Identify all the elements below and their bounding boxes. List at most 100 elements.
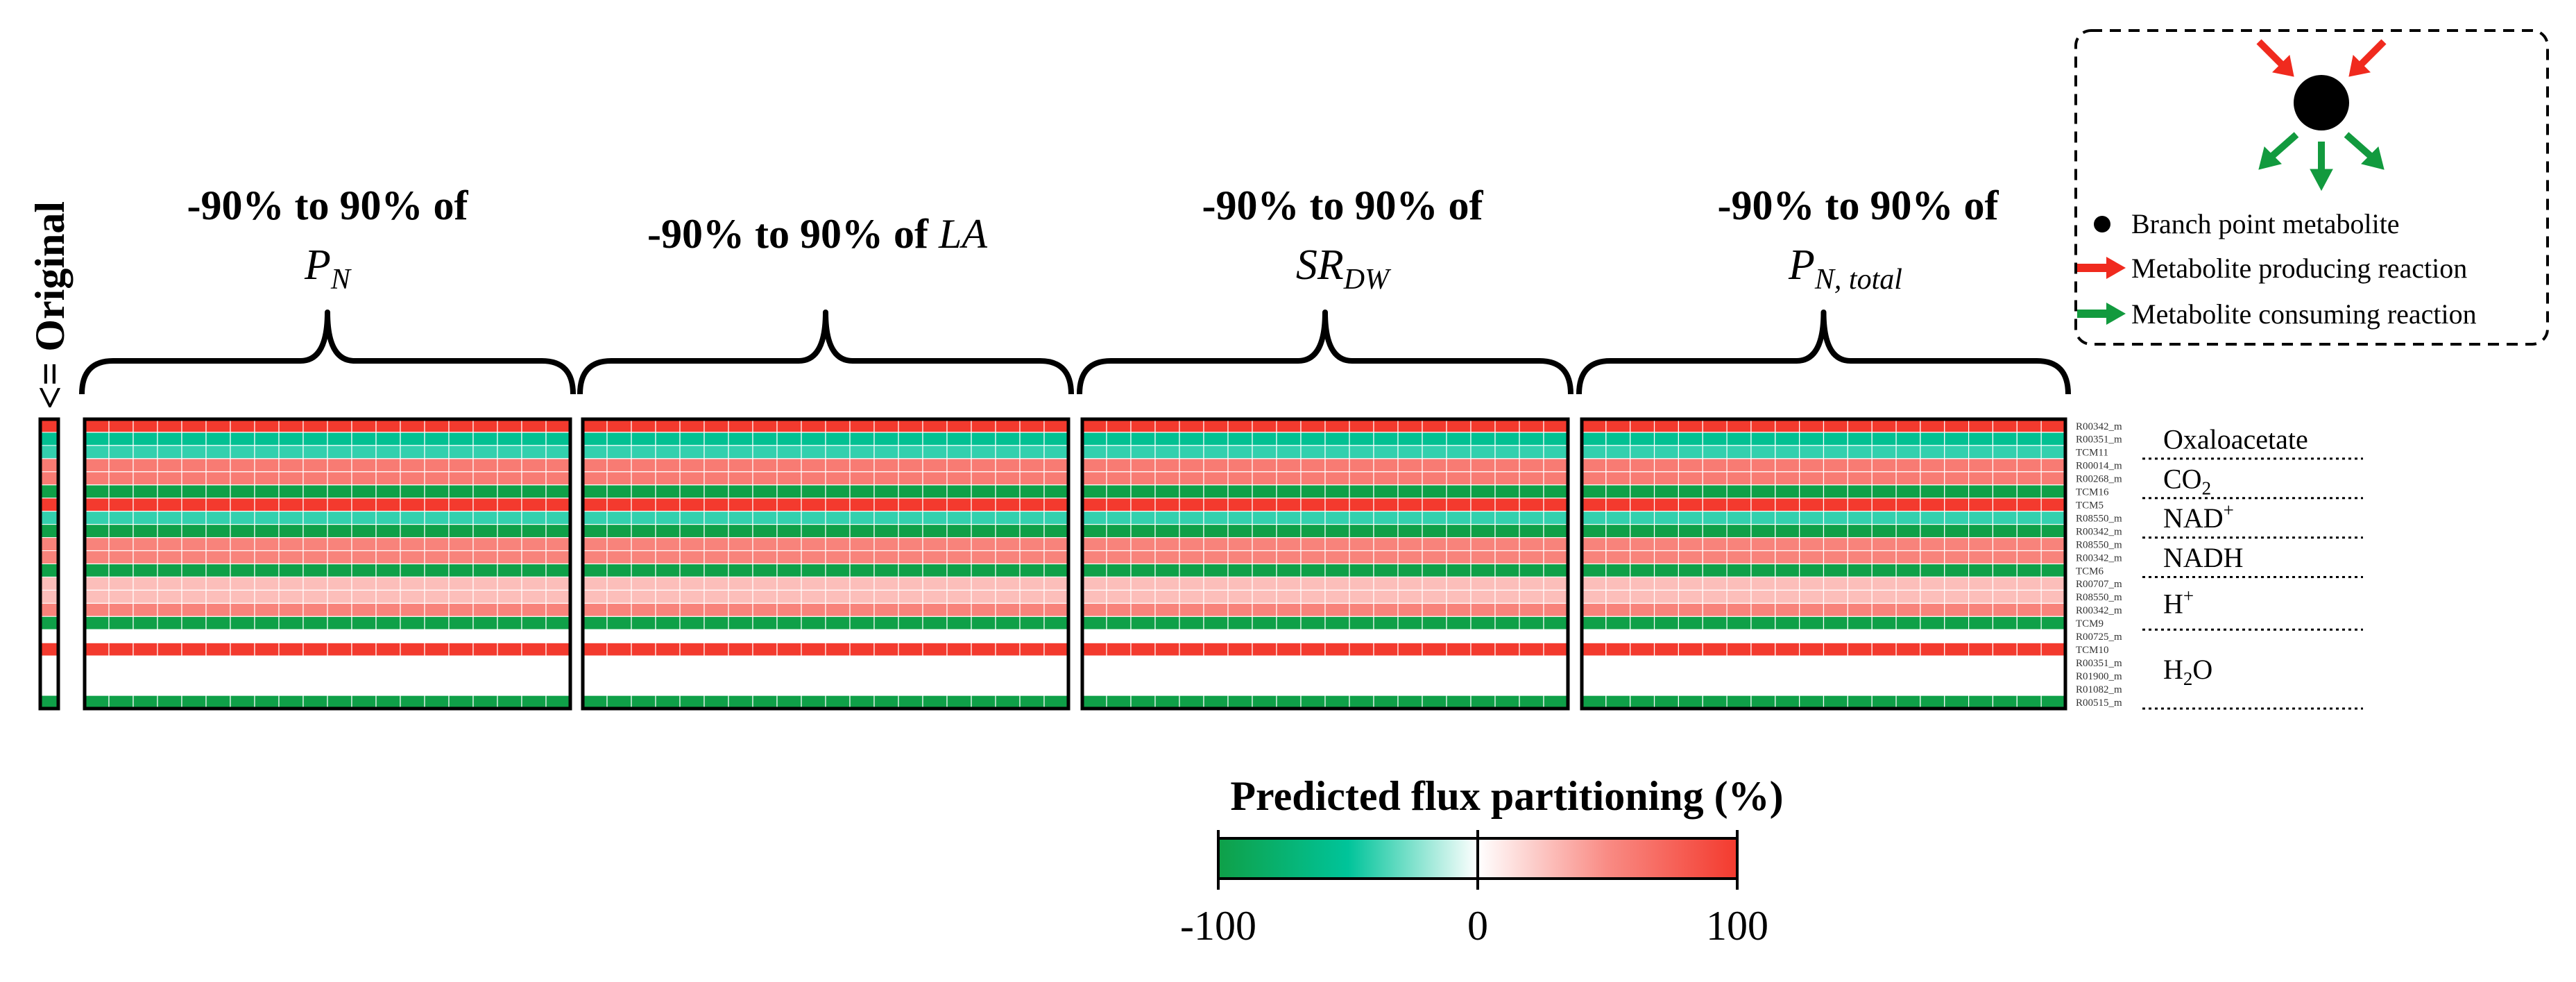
heatmap-cell xyxy=(1252,668,1277,683)
heatmap-cell xyxy=(1678,484,1703,499)
heatmap-cell xyxy=(1130,602,1156,617)
heatmap-cell xyxy=(2016,432,2042,446)
heatmap-cell xyxy=(1823,511,1848,525)
heatmap-cell xyxy=(472,445,498,459)
panel-4-subscript: N, total xyxy=(1814,264,1902,296)
heatmap-cell xyxy=(995,536,1021,552)
heatmap-cell xyxy=(1203,642,1229,657)
heatmap-cell xyxy=(801,511,826,525)
heatmap-cell xyxy=(1252,589,1277,604)
heatmap-cell xyxy=(327,589,352,604)
heatmap-cell xyxy=(1750,511,1776,525)
heatmap-cell xyxy=(1992,589,2018,604)
heatmap-cell xyxy=(898,550,923,565)
heatmap-cell xyxy=(1154,536,1180,552)
heatmap-cell xyxy=(1702,616,1728,630)
heatmap-cell xyxy=(1653,550,1680,565)
heatmap-cell xyxy=(1543,536,1569,552)
heatmap-cell xyxy=(2040,642,2066,657)
heatmap-cell xyxy=(157,511,182,525)
heatmap-cell xyxy=(1494,682,1520,696)
heatmap-cell xyxy=(1300,484,1326,499)
heatmap-cell xyxy=(2016,445,2042,459)
heatmap-cell xyxy=(472,458,498,473)
heatmap-cell xyxy=(703,695,729,709)
reaction-label: R00515_m xyxy=(2076,697,2122,709)
heatmap-cell xyxy=(1019,589,1045,604)
heatmap-cell xyxy=(1847,550,1873,565)
heatmap-cell xyxy=(1397,682,1423,696)
heatmap-cell xyxy=(472,550,498,565)
heatmap-cell xyxy=(302,589,328,604)
heatmap-cell xyxy=(521,655,547,670)
heatmap-cell xyxy=(582,498,608,512)
heatmap-cell xyxy=(1823,458,1848,473)
heatmap-cell xyxy=(1422,563,1447,578)
heatmap-cell xyxy=(1992,484,2018,499)
heatmap-cell xyxy=(606,602,632,617)
heatmap-cell xyxy=(230,536,255,552)
heatmap-cell xyxy=(1823,445,1848,459)
heatmap-cell xyxy=(351,511,377,525)
reaction-label: TCM11 xyxy=(2076,448,2108,459)
heatmap-cell xyxy=(1726,445,1752,459)
heatmap-cell xyxy=(1349,498,1374,512)
heatmap-cell xyxy=(1823,695,1848,709)
heatmap-cell xyxy=(728,511,753,525)
heatmap-cell xyxy=(1324,471,1350,486)
heatmap-cell xyxy=(2016,589,2042,604)
heatmap-cell xyxy=(497,616,522,630)
heatmap-cell xyxy=(1252,498,1277,512)
heatmap-cell xyxy=(752,563,778,578)
heatmap-cell xyxy=(1702,655,1728,670)
heatmap-cell xyxy=(679,629,705,643)
heatmap-cell xyxy=(606,498,632,512)
original-cell xyxy=(40,550,59,565)
heatmap-cell xyxy=(679,524,705,539)
heatmap-cell xyxy=(703,432,729,446)
heatmap-cell xyxy=(1179,642,1204,657)
heatmap-cell xyxy=(1043,418,1069,433)
heatmap-cell xyxy=(1871,642,1897,657)
heatmap-cell xyxy=(849,536,875,552)
heatmap-cell xyxy=(1203,524,1229,539)
heatmap-cell xyxy=(1992,576,2018,591)
heatmap-cell xyxy=(898,668,923,683)
heatmap-cell xyxy=(679,432,705,446)
panel-3-title-line2: SRDW xyxy=(1296,242,1392,296)
heatmap-cell xyxy=(1944,445,1970,459)
heatmap-cell xyxy=(181,432,207,446)
heatmap-cell xyxy=(545,458,571,473)
heatmap-cell xyxy=(728,655,753,670)
heatmap-cell xyxy=(1823,682,1848,696)
heatmap-cell xyxy=(825,445,851,459)
heatmap-cell xyxy=(1043,668,1069,683)
heatmap-cell xyxy=(400,418,425,433)
heatmap-cell xyxy=(1775,498,1800,512)
heatmap-cell xyxy=(1992,550,2018,565)
heatmap-cell xyxy=(1871,418,1897,433)
heatmap-cell xyxy=(825,576,851,591)
heatmap-cell xyxy=(1630,602,1655,617)
panel-4-frame xyxy=(1580,417,2067,711)
heatmap-cell xyxy=(302,682,328,696)
heatmap-cell xyxy=(995,629,1021,643)
heatmap-cell xyxy=(1944,536,1970,552)
heatmap-cell xyxy=(1630,418,1655,433)
heatmap-cell xyxy=(1775,576,1800,591)
heatmap-cell xyxy=(679,536,705,552)
heatmap-cell xyxy=(1519,616,1544,630)
heatmap-cell xyxy=(1324,524,1350,539)
heatmap-cell xyxy=(1823,655,1848,670)
heatmap-cell xyxy=(655,432,681,446)
heatmap-cell xyxy=(1276,432,1302,446)
heatmap-cell xyxy=(497,682,522,696)
heatmap-cell xyxy=(278,511,304,525)
heatmap-cell xyxy=(133,418,158,433)
heatmap-cell xyxy=(1470,602,1496,617)
heatmap-cell xyxy=(801,695,826,709)
heatmap-cell xyxy=(375,682,401,696)
heatmap-cell xyxy=(995,642,1021,657)
heatmap-cell xyxy=(1130,458,1156,473)
heatmap-cell xyxy=(1422,484,1447,499)
